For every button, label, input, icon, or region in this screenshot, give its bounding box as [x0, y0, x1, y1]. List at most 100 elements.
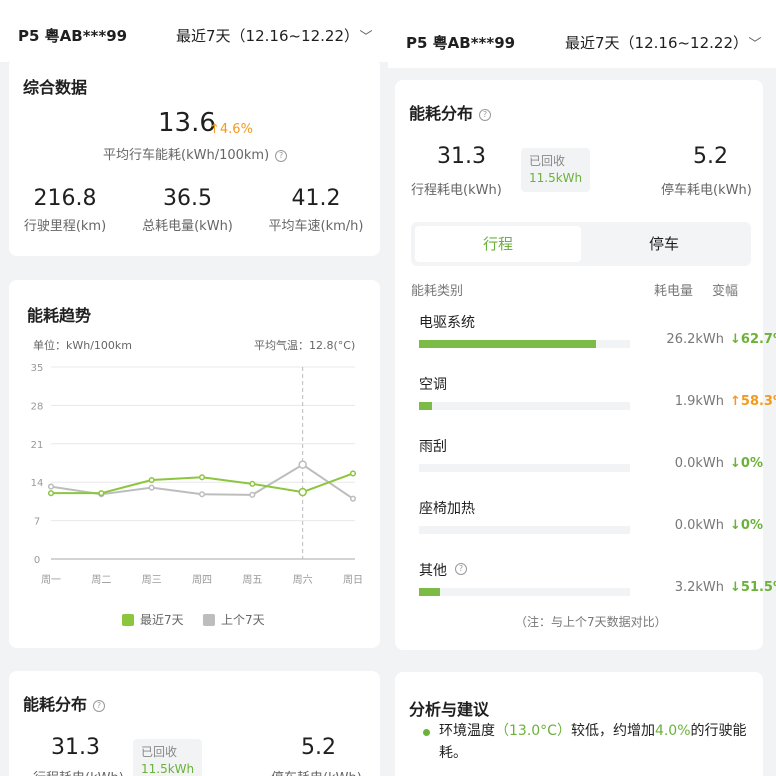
x-tick-label: 周六: [293, 574, 313, 586]
category-bar-fill: [419, 402, 432, 410]
chevron-down-icon[interactable]: ﹀: [359, 30, 373, 45]
x-tick-label: 周二: [91, 574, 111, 586]
vehicle-plate: P5 粤AB***99: [406, 34, 516, 52]
x-tick-label: 周四: [192, 574, 212, 586]
y-tick-label: 35: [31, 363, 44, 374]
y-tick-label: 28: [31, 401, 44, 412]
arrow-up-icon: ↑: [730, 394, 741, 409]
energy-category-row[interactable]: 其他? 3.2kWh ↓51.5%: [419, 560, 776, 620]
help-icon[interactable]: ?: [275, 149, 288, 162]
category-consumption: 1.9kWh: [674, 394, 724, 409]
advice-part: 的行驶能耗。: [439, 723, 747, 761]
energy-category-row[interactable]: 空调 1.9kWh ↑58.3%: [419, 374, 776, 434]
distribution-card: 能耗分布? 31.3 行程耗电(kWh) 已回收 11.5kWh 5.2 停车耗电…: [395, 80, 776, 650]
category-change-value: 62.7%: [740, 332, 776, 347]
data-point: [98, 490, 105, 497]
trend-chart[interactable]: 0 7 14 21 28 35 周一 周二 周三 周四 周五 周六 周日: [9, 280, 380, 600]
energy-category-row[interactable]: 雨刮 0.0kWh ↓0%: [419, 436, 767, 496]
stat-label: 总耗电量(kWh): [142, 219, 233, 234]
category-change: ↓51.5%: [730, 580, 776, 595]
comparison-note: （注：与上个7天数据对比）: [515, 615, 667, 629]
category-consumption: 26.2kWh: [666, 332, 724, 347]
help-icon[interactable]: ?: [479, 108, 492, 121]
category-bar-track: [419, 588, 630, 596]
date-range-selector[interactable]: 最近7天（12.16~12.22） ﹀: [565, 32, 762, 53]
category-bar-track: [419, 464, 630, 472]
y-tick-label: 14: [31, 478, 44, 489]
data-point: [148, 476, 155, 484]
recovered-value: 11.5kWh: [141, 762, 195, 776]
category-change: ↓62.7%: [730, 332, 776, 347]
legend-swatch-recent: [122, 614, 134, 626]
chevron-down-icon[interactable]: ﹀: [748, 37, 762, 52]
summary-title: 综合数据: [23, 78, 88, 97]
arrow-down-icon: ↓: [730, 580, 741, 595]
advice-temperature: （13.0°C）: [495, 723, 571, 739]
vehicle-plate: P5 粤AB***99: [18, 27, 128, 45]
recovered-label: 已回收: [141, 745, 178, 759]
distribution-card-partial: 能耗分布? 31.3 行程耗电(kWh) 已回收 11.5kWh 5.2 停车耗电…: [9, 671, 380, 776]
recovered-label: 已回收: [529, 154, 566, 168]
drive-energy-label: 行程耗电(kWh): [33, 767, 124, 776]
x-tick-label: 周五: [242, 574, 262, 586]
legend-recent[interactable]: 最近7天: [122, 611, 184, 628]
category-bar-fill: [419, 340, 596, 348]
category-change: ↓0%: [730, 518, 763, 533]
park-energy-value: 5.2: [693, 144, 728, 169]
arrow-down-icon: ↓: [730, 518, 741, 533]
avg-label-text: 平均行车能耗(kWh/100km): [103, 148, 270, 163]
help-icon[interactable]: ?: [455, 563, 467, 575]
data-point: [198, 474, 206, 481]
recovered-badge: 已回收 11.5kWh: [133, 739, 203, 776]
data-point: [349, 495, 357, 502]
trend-unit: 单位：kWh/100km: [33, 339, 133, 352]
category-change: ↑58.3%: [730, 394, 776, 409]
date-range-selector[interactable]: 最近7天（12.16~12.22） ﹀: [176, 25, 373, 46]
category-bar-track: [419, 402, 630, 410]
stat-label: 平均车速(km/h): [268, 219, 364, 234]
category-bar-track: [419, 526, 630, 534]
stat-label: 行驶里程(km): [23, 219, 107, 234]
advice-percentage: 4.0%: [654, 723, 691, 739]
right-screen: P5 粤AB***99 最近7天（12.16~12.22） ﹀ 能耗分布? 31.…: [388, 0, 776, 776]
x-tick-label: 周日: [343, 574, 363, 586]
park-energy-value: 5.2: [301, 735, 336, 760]
data-point: [298, 460, 307, 469]
avg-change-value: 4.6%: [219, 122, 253, 137]
avg-consumption-value: 13.6: [158, 108, 216, 138]
help-icon[interactable]: ?: [93, 699, 106, 712]
distribution-title-text: 能耗分布: [23, 695, 88, 714]
category-change-value: 58.3%: [740, 394, 776, 409]
data-point: [47, 483, 55, 490]
category-change-value: 0%: [740, 456, 763, 471]
park-energy-label: 停车耗电(kWh): [661, 183, 752, 198]
tab-parking[interactable]: 停车: [648, 235, 679, 253]
arrow-down-icon: ↓: [730, 456, 741, 471]
distribution-title-text: 能耗分布: [409, 104, 474, 123]
trend-card: 能耗趋势 单位：kWh/100km 平均气温：12.8(°C) 0 7 14 21 28…: [9, 280, 380, 648]
category-bar-track: [419, 340, 630, 348]
category-name: 空调: [419, 377, 447, 393]
arrow-down-icon: ↓: [730, 332, 741, 347]
trend-temperature: 平均气温：12.8(°C): [254, 339, 356, 352]
category-consumption: 0.0kWh: [674, 456, 724, 471]
category-bar-fill: [419, 588, 440, 596]
avg-consumption-label: 平均行车能耗(kWh/100km)?: [103, 144, 288, 163]
legend-previous[interactable]: 上个7天: [203, 611, 265, 628]
arrow-up-icon: ↑: [209, 122, 220, 137]
column-header-consumption: 耗电量: [654, 284, 694, 299]
advice-part: 较低，约增加: [570, 723, 655, 739]
data-point: [298, 487, 307, 497]
stat-avg-speed: 41.2 平均车速(km/h): [263, 186, 369, 234]
tab-trip[interactable]: 行程: [415, 226, 581, 262]
category-name: 电驱系统: [419, 315, 475, 331]
advice-part: 环境温度: [439, 723, 495, 739]
energy-category-row[interactable]: 电驱系统 26.2kWh ↓62.7%: [419, 312, 776, 372]
advice-bullet-icon: [423, 729, 430, 736]
legend-swatch-previous: [203, 614, 215, 626]
category-change: ↓0%: [730, 456, 763, 471]
data-point: [47, 490, 55, 497]
x-tick-label: 周一: [41, 574, 61, 586]
energy-category-row[interactable]: 座椅加热 0.0kWh ↓0%: [419, 498, 767, 558]
x-tick-label: 周三: [142, 574, 162, 586]
